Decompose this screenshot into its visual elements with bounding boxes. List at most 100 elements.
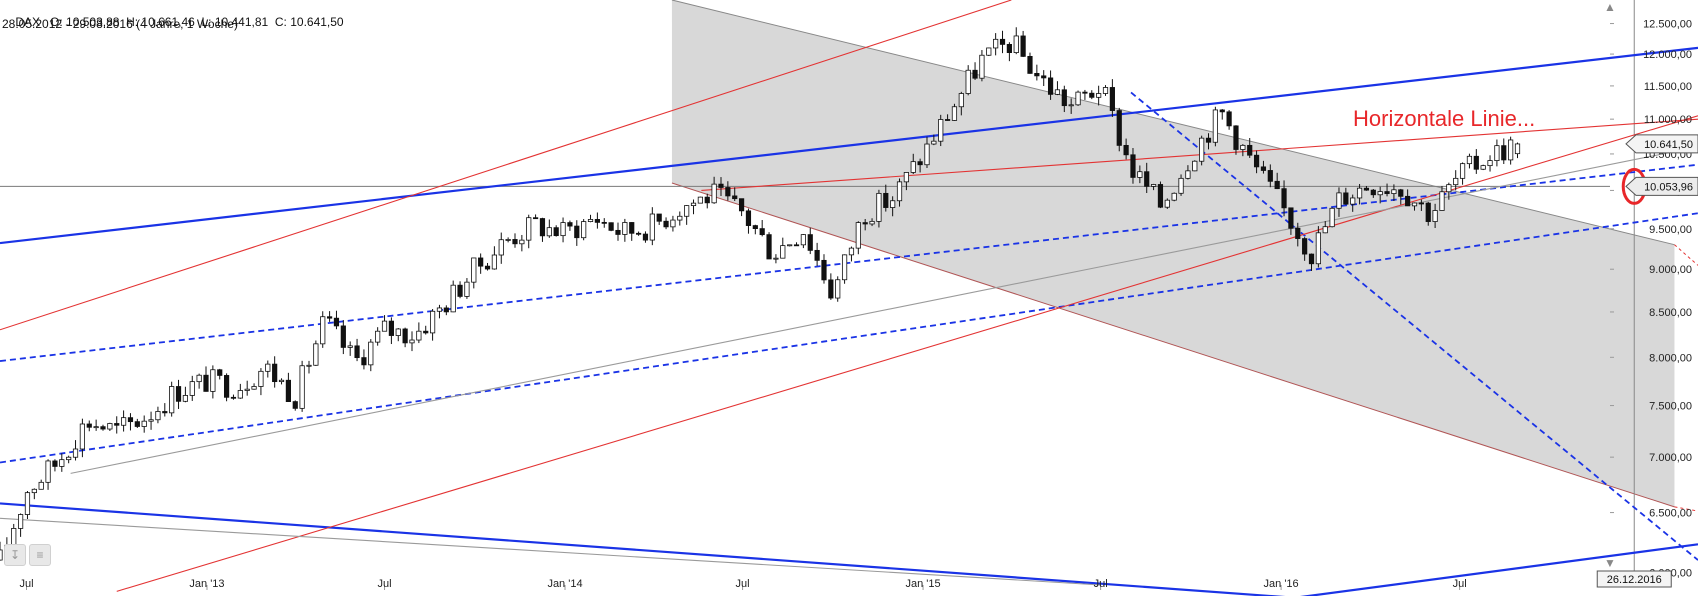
candle-body bbox=[395, 328, 401, 336]
menu-icon[interactable]: ≡ bbox=[29, 544, 51, 566]
candle-body bbox=[615, 229, 621, 235]
candle-body bbox=[1047, 77, 1054, 95]
candle-body bbox=[1157, 184, 1164, 208]
candle-body bbox=[601, 221, 607, 224]
header-date-range: 28.05.2012 - 29.08.2016 (4 Jahre, 1 Woch… bbox=[2, 17, 238, 31]
candle-body bbox=[1171, 192, 1177, 201]
candle-body bbox=[120, 417, 127, 426]
price-marker-box bbox=[1625, 176, 1698, 196]
candle-body bbox=[663, 220, 669, 228]
candle-body bbox=[965, 69, 971, 94]
candle-body bbox=[581, 221, 587, 239]
candle-body bbox=[1096, 93, 1102, 98]
candle-body bbox=[917, 161, 923, 166]
candle-body bbox=[526, 217, 532, 241]
candle-body bbox=[1315, 232, 1321, 265]
candle-body bbox=[780, 245, 786, 259]
candle-body bbox=[539, 218, 546, 237]
x-tick-label: Jan '16 bbox=[1264, 578, 1299, 590]
candle-body bbox=[210, 369, 216, 392]
candle-body bbox=[86, 423, 92, 428]
candle-body bbox=[1013, 35, 1019, 53]
candle-body bbox=[333, 317, 340, 327]
candle-body bbox=[1240, 144, 1246, 150]
candle-body bbox=[560, 222, 566, 237]
candle-body bbox=[1034, 73, 1040, 77]
candle-body bbox=[114, 423, 120, 426]
candle-body bbox=[388, 320, 394, 336]
candle-body bbox=[1089, 92, 1095, 98]
candle-body bbox=[45, 460, 51, 483]
candle-body bbox=[1068, 104, 1074, 107]
candle-body bbox=[738, 198, 745, 212]
candle-body bbox=[896, 181, 903, 202]
candle-body bbox=[725, 187, 731, 197]
candle-body bbox=[24, 492, 31, 515]
download-icon[interactable]: ↧ bbox=[4, 544, 26, 566]
trendline-blue-dashed-4 bbox=[0, 212, 1698, 464]
candle-body bbox=[924, 143, 930, 166]
candle-body bbox=[814, 249, 820, 261]
scroll-down-icon[interactable]: ▼ bbox=[1604, 556, 1616, 570]
candle-body bbox=[478, 257, 484, 267]
candle-body bbox=[169, 386, 175, 414]
candle-body bbox=[313, 343, 319, 366]
candle-body bbox=[491, 254, 497, 270]
candle-body bbox=[1281, 188, 1287, 209]
candle-body bbox=[1109, 87, 1115, 111]
candle-body bbox=[1212, 109, 1218, 143]
candle-body bbox=[340, 325, 346, 348]
candle-body bbox=[1302, 238, 1308, 255]
candle-body bbox=[587, 219, 594, 222]
vertical-marker-label-box bbox=[1596, 570, 1672, 588]
y-tick-label: 9.000,00 bbox=[1649, 264, 1692, 276]
candle-body bbox=[1233, 125, 1239, 150]
candle-body bbox=[594, 219, 600, 223]
candle-body bbox=[958, 93, 964, 108]
y-tick-label: 11.000,00 bbox=[1644, 114, 1692, 126]
candle-body bbox=[1343, 192, 1349, 205]
y-tick-label: 12.000,00 bbox=[1643, 49, 1692, 61]
candle-body bbox=[1439, 191, 1445, 211]
candle-body bbox=[1501, 145, 1507, 161]
candle-body bbox=[1253, 154, 1260, 168]
candle-body bbox=[107, 423, 113, 430]
candle-body bbox=[223, 375, 230, 398]
candle-body bbox=[189, 381, 195, 396]
candle-body bbox=[1185, 170, 1191, 179]
trendline-blue-solid-0 bbox=[0, 46, 1698, 245]
candle-body bbox=[299, 365, 305, 409]
candle-body bbox=[1356, 187, 1363, 199]
candle-body bbox=[793, 244, 800, 247]
trendline-gray-solid-9 bbox=[70, 146, 1698, 474]
candle-body bbox=[1041, 75, 1047, 79]
candle-body bbox=[807, 234, 813, 251]
scroll-up-icon[interactable]: ▲ bbox=[1604, 0, 1616, 14]
y-tick-label: 11.500,00 bbox=[1644, 81, 1692, 93]
candle-body bbox=[848, 247, 855, 256]
candle-body bbox=[354, 345, 360, 359]
candle-body bbox=[1425, 202, 1431, 222]
candle-body bbox=[326, 316, 333, 319]
candle-body bbox=[1363, 187, 1370, 191]
candle-body bbox=[677, 215, 683, 221]
candle-body bbox=[519, 239, 525, 245]
header-ohlc-values: O: 10.503,88 H: 10.661,46 L: 10.441,81 C… bbox=[50, 15, 344, 29]
candle-body bbox=[429, 310, 436, 334]
candle-body bbox=[608, 222, 614, 231]
candle-body bbox=[505, 239, 511, 241]
candle-body bbox=[546, 227, 552, 237]
trendline-blue-dashed-3 bbox=[0, 163, 1698, 362]
trendline-blue-solid-1 bbox=[0, 502, 1295, 599]
x-tick-label: Jul bbox=[1453, 578, 1467, 590]
candle-body bbox=[1487, 160, 1493, 167]
annotation-text: Horizontale Linie... bbox=[1353, 106, 1535, 131]
candle-body bbox=[1205, 137, 1212, 143]
candle-body bbox=[1130, 154, 1136, 178]
candle-body bbox=[1020, 35, 1026, 57]
candle-body bbox=[553, 227, 559, 237]
candle-body bbox=[278, 379, 285, 383]
candle-body bbox=[931, 140, 937, 145]
